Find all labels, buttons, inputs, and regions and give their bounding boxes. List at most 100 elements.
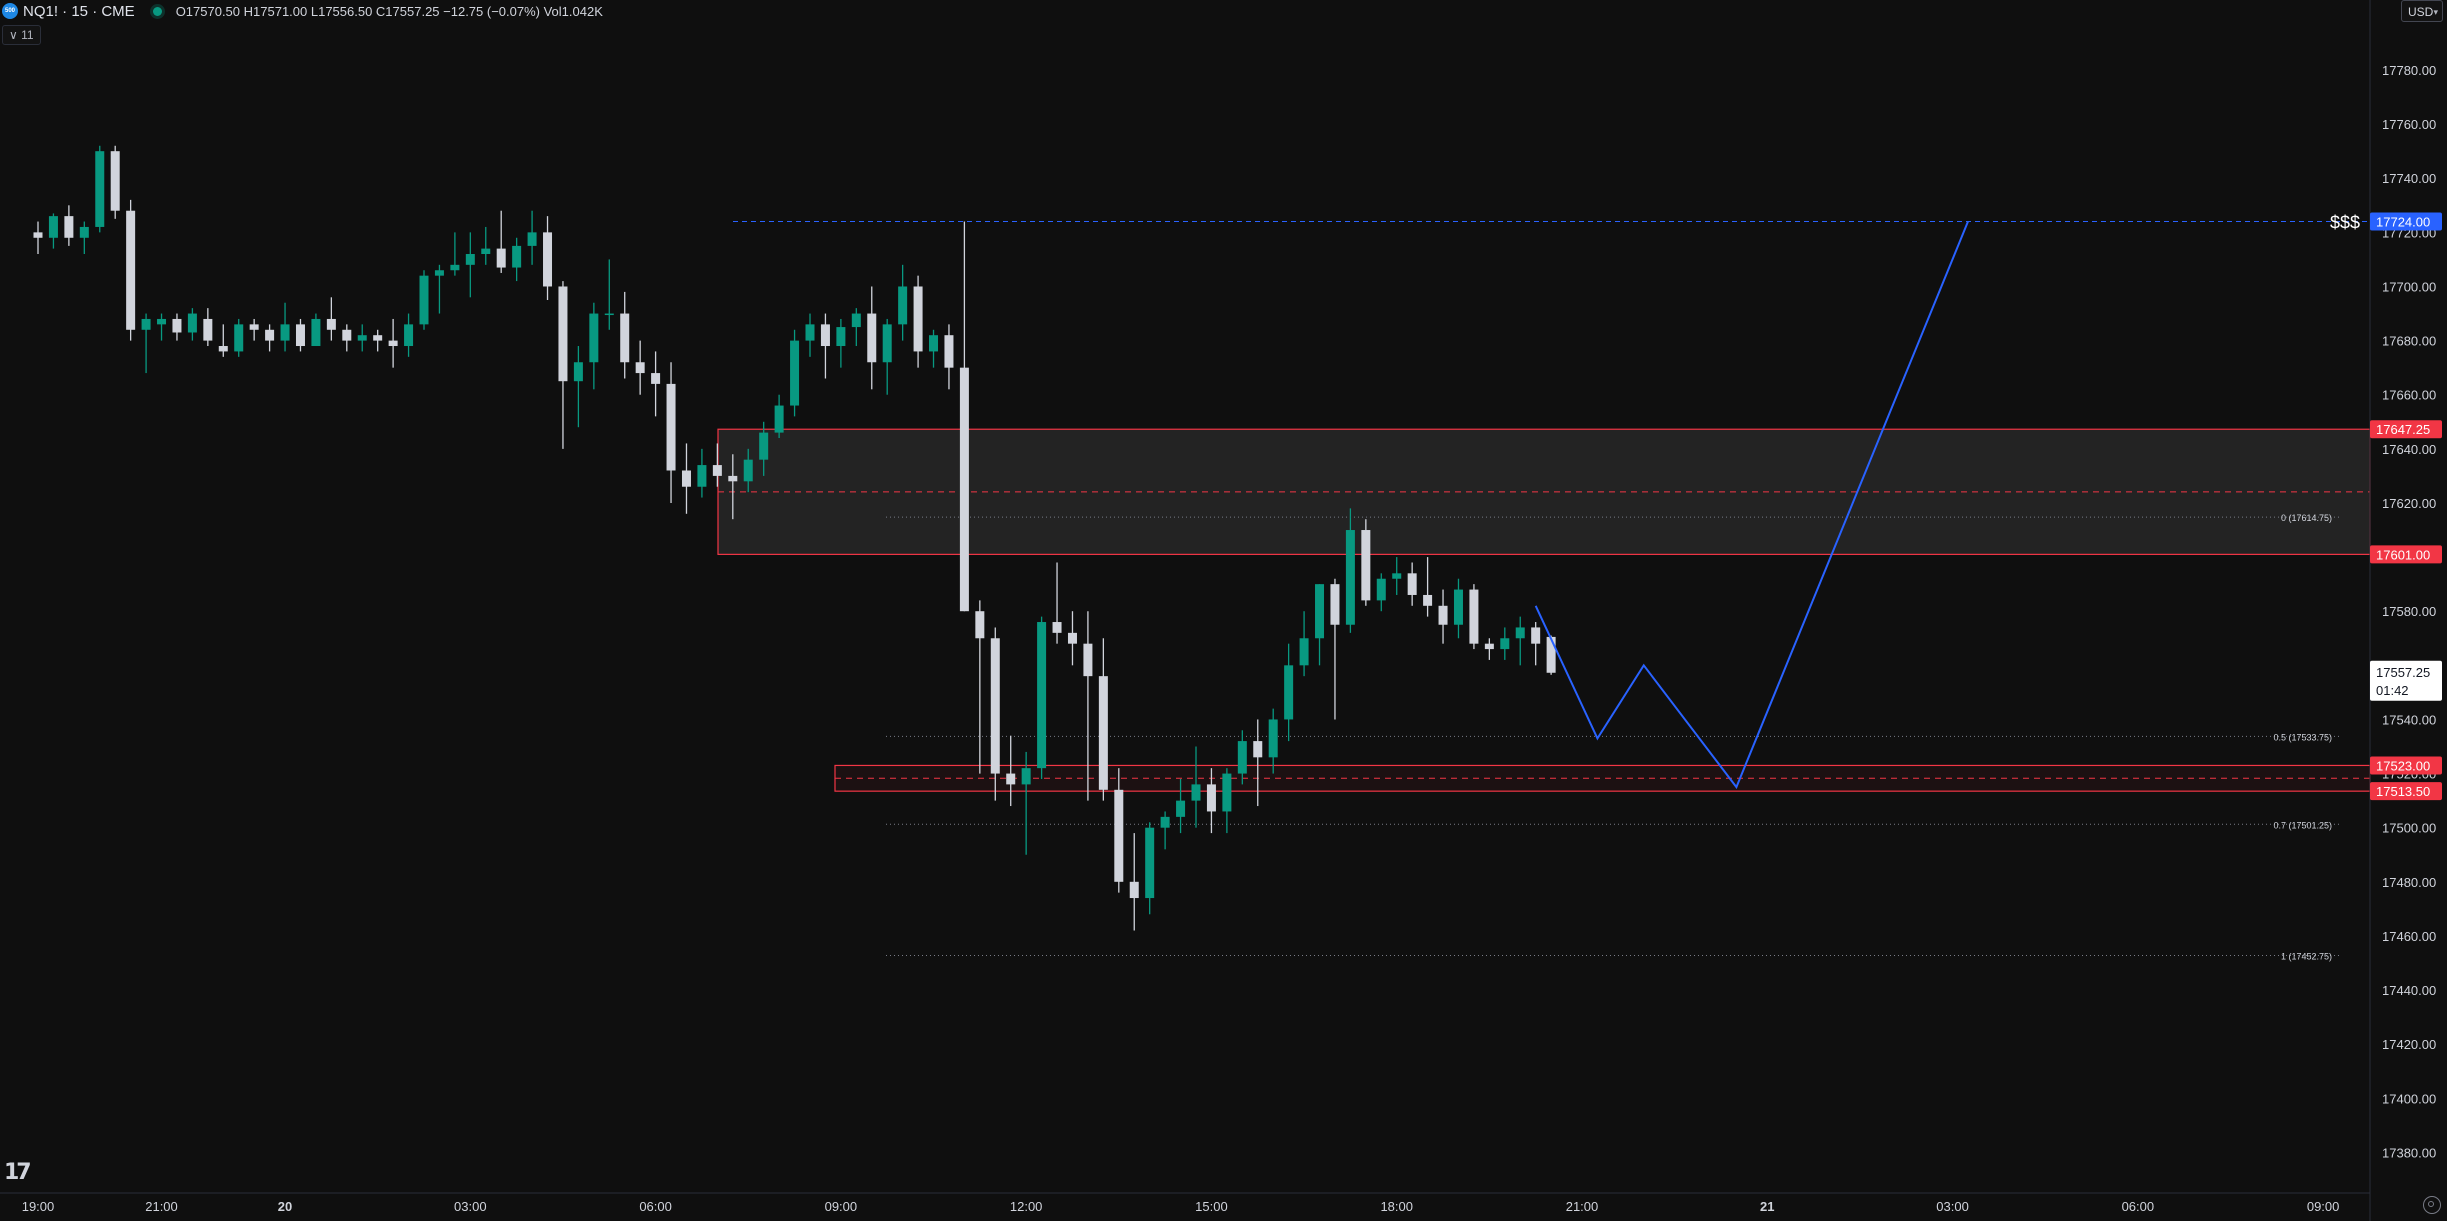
candle-body [496, 248, 506, 268]
candle-body [357, 335, 367, 341]
candle-body [558, 286, 568, 382]
candle-body [1098, 676, 1108, 790]
candle-body [64, 216, 74, 238]
fib-label-1: 1 (17452.75) [2281, 952, 2332, 962]
candle-body [141, 318, 151, 330]
candle-body [465, 254, 475, 265]
time-tick-label: 03:00 [1936, 1199, 1969, 1214]
gear-icon[interactable] [2423, 1196, 2441, 1214]
ohlc-values: O17570.50 H17571.00 L17556.50 C17557.25 … [175, 3, 603, 19]
price-tick-label: 17540.00 [2382, 712, 2436, 727]
candle-body [48, 216, 58, 238]
candle-body [79, 226, 89, 238]
current-price-label: 17557.25 [2376, 665, 2430, 680]
fib-label-0: 0 (17614.75) [2281, 513, 2332, 523]
lower-zone-top-price-label: 17523.00 [2376, 758, 2430, 773]
target-price-label: 17724.00 [2376, 215, 2430, 230]
candle-body [697, 465, 707, 487]
candle-body [342, 329, 352, 341]
time-tick-label: 19:00 [22, 1199, 55, 1214]
candle-body [265, 329, 275, 341]
candle-body [450, 264, 460, 271]
candle-body [573, 362, 583, 382]
candle-body [1392, 573, 1402, 579]
current-price-bg [2370, 660, 2442, 701]
currency-button[interactable]: USD ▾ [2401, 0, 2443, 22]
candle-body [1145, 827, 1155, 899]
candle-body [774, 405, 784, 433]
candle-body [1268, 719, 1278, 758]
candle-body [326, 318, 336, 330]
price-tick-label: 17380.00 [2382, 1145, 2436, 1160]
candle-body [1407, 573, 1417, 595]
candle-body [635, 362, 645, 374]
candle-body [1376, 578, 1386, 601]
candle-body [280, 324, 290, 341]
candle-body [1083, 643, 1093, 677]
candle-body [898, 286, 908, 325]
candle-body [126, 210, 136, 330]
fib-label-0-7: 0.7 (17501.25) [2273, 820, 2332, 830]
candle-body [404, 324, 414, 347]
candle-body [836, 327, 846, 347]
fib-label-0-5: 0.5 (17533.75) [2273, 732, 2332, 742]
lower-zone-bottom-price-label: 17513.50 [2376, 784, 2430, 799]
candle-body [1176, 800, 1186, 817]
candle-body [187, 313, 197, 333]
candle-body [728, 475, 738, 482]
price-tick-label: 17640.00 [2382, 442, 2436, 457]
candle-body [527, 232, 537, 246]
price-tick-label: 17680.00 [2382, 334, 2436, 349]
market-status-dot-icon [152, 6, 162, 16]
time-tick-label: 21:00 [1566, 1199, 1599, 1214]
price-tick-label: 17400.00 [2382, 1091, 2436, 1106]
candle-body [975, 611, 985, 639]
candle-body [1315, 584, 1325, 639]
time-tick-label: 21 [1760, 1199, 1774, 1214]
candle-body [589, 313, 599, 363]
bar-countdown-label: 01:42 [2376, 683, 2409, 698]
time-tick-label: 06:00 [2122, 1199, 2155, 1214]
candle-body [1114, 789, 1124, 882]
indicators-toggle-button[interactable]: ∨ 11 [2, 25, 41, 45]
candle-body [1021, 768, 1031, 785]
symbol-title[interactable]: NQ1! · 15 · CME [23, 2, 135, 20]
candle-body [1284, 665, 1294, 720]
candle-body [944, 335, 954, 368]
candle-body [681, 470, 691, 487]
candle-body [1237, 741, 1247, 774]
candle-body [172, 318, 182, 333]
candle-body [373, 335, 383, 341]
candle-body [1345, 530, 1355, 625]
price-tick-label: 17480.00 [2382, 875, 2436, 890]
candle-body [1500, 638, 1510, 650]
candle-body [805, 324, 815, 341]
candle-body [1361, 530, 1371, 601]
tradingview-logo-icon: 17 [4, 1160, 32, 1185]
price-tick-label: 17780.00 [2382, 63, 2436, 78]
target-dollar-label: $$$ [2330, 213, 2360, 233]
price-tick-label: 17700.00 [2382, 279, 2436, 294]
price-tick-label: 17580.00 [2382, 604, 2436, 619]
candle-body [1453, 589, 1463, 625]
candle-body [1438, 605, 1448, 625]
target-price-label-bg [2370, 212, 2442, 231]
candle-body [1531, 627, 1541, 644]
price-tick-label: 17440.00 [2382, 983, 2436, 998]
candle-body [929, 335, 939, 352]
candle-body [295, 324, 305, 347]
time-tick-label: 21:00 [145, 1199, 178, 1214]
candle-body [543, 232, 553, 287]
time-tick-label: 09:00 [2307, 1199, 2340, 1214]
candle-body [790, 340, 800, 406]
candle-body [712, 465, 722, 476]
candle-body [1299, 638, 1309, 666]
candle-body [1037, 622, 1047, 769]
candle-body [851, 313, 861, 328]
zone-top-price-label: 17647.25 [2376, 422, 2430, 437]
candle-body [434, 270, 444, 276]
candle-body [1206, 784, 1216, 812]
zone-bottom-price-label: 17601.00 [2376, 547, 2430, 562]
